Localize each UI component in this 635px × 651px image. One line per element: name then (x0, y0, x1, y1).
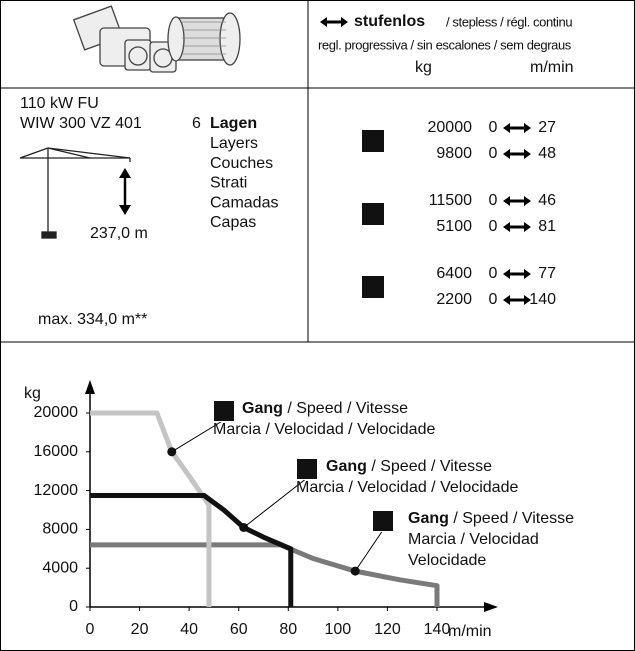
double-arrow (503, 295, 531, 305)
stepless-arrow (320, 17, 348, 27)
double-arrow (503, 149, 531, 159)
layers-label: Lagen (210, 115, 257, 132)
gear-curve (90, 495, 291, 607)
max-speed: 46 (538, 192, 556, 209)
double-arrow (503, 222, 531, 232)
speed-unit: m/min (530, 59, 574, 76)
min-speed: 0 (489, 119, 498, 136)
winch-icon (74, 6, 240, 72)
x-tick-label: 120 (374, 621, 401, 638)
max-speed: 140 (529, 291, 556, 308)
x-tick-label: 140 (424, 621, 451, 638)
x-axis-arrow (484, 602, 498, 612)
max-speed: 27 (538, 119, 556, 136)
y-tick-label: 20000 (34, 404, 79, 421)
gear-title: Gang / Speed / Vitesse (242, 400, 408, 417)
gear-number: 2 (369, 206, 378, 223)
y-tick-label: 16000 (34, 443, 79, 460)
load: 6400 (436, 265, 472, 282)
min-speed: 0 (489, 291, 498, 308)
double-arrow (503, 196, 531, 206)
layers-label: Layers (210, 135, 258, 152)
min-speed: 0 (489, 145, 498, 162)
gear-number: 3 (379, 513, 388, 530)
page: stufenlos / stepless / régl. continu regl.… (0, 0, 635, 651)
max-speed: 81 (538, 218, 556, 235)
y-axis-arrow (85, 380, 95, 394)
gear-word: Gang (242, 400, 283, 417)
layers-label: Capas (210, 214, 256, 231)
layers-label: Strati (210, 175, 247, 192)
gear-word: Gang (326, 458, 367, 475)
gear-line: Velocidade (408, 552, 486, 569)
min-speed: 0 (489, 218, 498, 235)
max-speed: 77 (538, 265, 556, 282)
speed-mode: stufenlos (354, 13, 425, 30)
height: 237,0 m (90, 225, 148, 242)
power: 110 kW FU (20, 95, 99, 112)
gear-title: Gang / Speed / Vitesse (408, 510, 574, 527)
gear-translations: / Speed / Vitesse (283, 400, 408, 417)
gear-line: Marcia / Velocidad / Velocidade (213, 421, 435, 438)
x-tick-label: 20 (131, 621, 149, 638)
load: 5100 (436, 218, 472, 235)
y-tick-label: 12000 (34, 482, 79, 499)
load: 11500 (429, 192, 472, 209)
height-arrow (119, 168, 131, 215)
gear-line: Marcia / Velocidad / Velocidade (296, 479, 518, 496)
x-tick-label: 0 (86, 621, 95, 638)
model: WIW 300 VZ 401 (20, 115, 142, 132)
x-tick-label: 80 (279, 621, 297, 638)
x-tick-label: 100 (325, 621, 352, 638)
load: 20000 (428, 119, 473, 136)
gear-line: Marcia / Velocidad (408, 531, 539, 548)
load: 9800 (436, 145, 472, 162)
speed-mode-line2: regl. progressiva / sin escalones / sem … (318, 37, 572, 52)
gear-word: Gang (408, 510, 449, 527)
layers-label: Couches (210, 155, 273, 172)
min-speed: 0 (489, 192, 498, 209)
x-tick-label: 40 (180, 621, 198, 638)
y-axis-label: kg (24, 385, 41, 402)
double-arrow (503, 269, 531, 279)
y-tick-label: 4000 (42, 559, 78, 576)
y-tick-label: 0 (69, 598, 78, 615)
double-arrow (503, 123, 531, 133)
y-tick-label: 8000 (42, 521, 78, 538)
layers-count: 6 (192, 115, 201, 132)
gear-number: 3 (369, 279, 378, 296)
load: 2200 (436, 291, 472, 308)
gear-number: 1 (369, 133, 378, 150)
gear-translations: / Speed / Vitesse (449, 510, 574, 527)
gear-translations: / Speed / Vitesse (367, 458, 492, 475)
gear-number: 2 (303, 461, 312, 478)
min-speed: 0 (489, 265, 498, 282)
x-tick-label: 60 (230, 621, 248, 638)
load-unit: kg (415, 59, 432, 76)
speed-mode-translations: / stepless / régl. continu (446, 14, 572, 29)
layers-label: Camadas (210, 194, 278, 211)
leader-line (355, 530, 383, 571)
gear-curve (90, 545, 437, 607)
max-height: max. 334,0 m** (38, 311, 147, 328)
x-axis-label: m/min (448, 623, 492, 640)
gear-curve (90, 413, 209, 607)
gear-number: 1 (220, 403, 229, 420)
max-speed: 48 (538, 145, 556, 162)
gear-title: Gang / Speed / Vitesse (326, 458, 492, 475)
